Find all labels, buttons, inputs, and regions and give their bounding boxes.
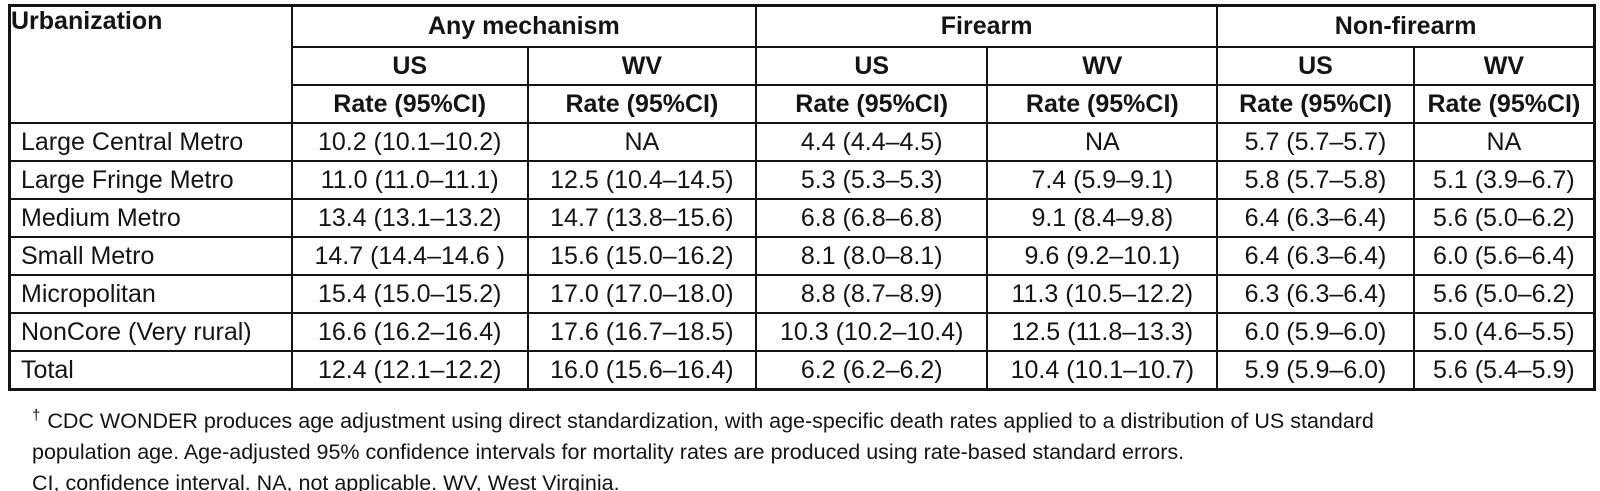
cell: 6.2 (6.2–6.2) bbox=[755, 350, 989, 391]
dagger-symbol: † bbox=[32, 407, 41, 424]
region-header-row: US WV US WV US WV bbox=[10, 46, 1596, 86]
cell: 11.0 (11.0–11.1) bbox=[290, 160, 529, 200]
column-header-firearm-wv: WV bbox=[986, 46, 1219, 86]
cell: 6.0 (5.9–6.0) bbox=[1216, 312, 1415, 352]
cell: 5.9 (5.9–6.0) bbox=[1216, 350, 1415, 391]
rate-header: Rate (95%CI) bbox=[755, 84, 989, 124]
row-label: Total bbox=[8, 350, 293, 391]
row-label: Large Central Metro bbox=[8, 122, 293, 162]
cell: 9.6 (9.2–10.1) bbox=[986, 236, 1219, 276]
cell: 8.8 (8.7–8.9) bbox=[755, 274, 989, 314]
column-header-firearm-us: US bbox=[755, 46, 989, 86]
row-label: Large Fringe Metro bbox=[8, 160, 293, 200]
column-header-any-wv: WV bbox=[526, 46, 758, 86]
cell: 6.3 (6.3–6.4) bbox=[1216, 274, 1415, 314]
footnote-line-2: population age. Age-adjusted 95% confide… bbox=[32, 440, 1185, 465]
group-header-any-mechanism: Any mechanism bbox=[290, 4, 758, 48]
cell: 11.3 (10.5–12.2) bbox=[986, 274, 1219, 314]
cell: 15.4 (15.0–15.2) bbox=[290, 274, 529, 314]
cell: 5.0 (4.6–5.5) bbox=[1412, 312, 1596, 352]
cell: 10.4 (10.1–10.7) bbox=[986, 350, 1219, 391]
cell: 17.0 (17.0–18.0) bbox=[526, 274, 758, 314]
cell: 9.1 (8.4–9.8) bbox=[986, 198, 1219, 238]
cell: 5.1 (3.9–6.7) bbox=[1412, 160, 1596, 200]
cell: 17.6 (16.7–18.5) bbox=[526, 312, 758, 352]
rate-header: Rate (95%CI) bbox=[1216, 84, 1415, 124]
table-row: Total 12.4 (12.1–12.2) 16.0 (15.6–16.4) … bbox=[8, 350, 1596, 391]
cell: NA bbox=[526, 122, 758, 162]
table-row: Small Metro 14.7 (14.4–14.6 ) 15.6 (15.0… bbox=[8, 236, 1596, 276]
footnote-line-1: † CDC WONDER produces age adjustment usin… bbox=[32, 400, 1596, 437]
cell: 10.3 (10.2–10.4) bbox=[755, 312, 989, 352]
rate-header: Rate (95%CI) bbox=[1412, 84, 1596, 124]
table-row: Micropolitan 15.4 (15.0–15.2) 17.0 (17.0… bbox=[8, 274, 1596, 314]
cell: 6.8 (6.8–6.8) bbox=[755, 198, 989, 238]
footnote-line-3: CI, confidence interval. NA, not applica… bbox=[32, 471, 620, 491]
rate-header-row: Rate (95%CI) Rate (95%CI) Rate (95%CI) R… bbox=[10, 84, 1596, 124]
footnote-text-1: CDC WONDER produces age adjustment using… bbox=[47, 409, 1374, 434]
rate-header: Rate (95%CI) bbox=[290, 84, 529, 124]
row-label: Small Metro bbox=[8, 236, 293, 276]
cell: 16.6 (16.2–16.4) bbox=[290, 312, 529, 352]
cell: 12.5 (11.8–13.3) bbox=[986, 312, 1219, 352]
cell: 6.0 (5.6–6.4) bbox=[1412, 236, 1596, 276]
group-header-firearm: Firearm bbox=[755, 4, 1219, 48]
cell: 5.3 (5.3–5.3) bbox=[755, 160, 989, 200]
group-header-non-firearm: Non-firearm bbox=[1216, 4, 1596, 48]
cell: 14.7 (14.4–14.6 ) bbox=[290, 236, 529, 276]
table-row: Medium Metro 13.4 (13.1–13.2) 14.7 (13.8… bbox=[8, 198, 1596, 238]
cell: 7.4 (5.9–9.1) bbox=[986, 160, 1219, 200]
group-header-row: Urbanization Any mechanism Firearm Non-f… bbox=[8, 4, 1596, 124]
column-header-nonfirearm-wv: WV bbox=[1412, 46, 1596, 86]
cell: 13.4 (13.1–13.2) bbox=[290, 198, 529, 238]
row-label: Medium Metro bbox=[8, 198, 293, 238]
cell: 12.4 (12.1–12.2) bbox=[290, 350, 529, 391]
mortality-rates-table: Urbanization Any mechanism Firearm Non-f… bbox=[8, 4, 1596, 391]
cell: 6.4 (6.3–6.4) bbox=[1216, 198, 1415, 238]
column-header-nonfirearm-us: US bbox=[1216, 46, 1415, 86]
cell: 5.6 (5.4–5.9) bbox=[1412, 350, 1596, 391]
cell: 5.6 (5.0–6.2) bbox=[1412, 198, 1596, 238]
row-label: Micropolitan bbox=[8, 274, 293, 314]
cell: 14.7 (13.8–15.6) bbox=[526, 198, 758, 238]
cell: NA bbox=[986, 122, 1219, 162]
cell: NA bbox=[1412, 122, 1596, 162]
cell: 4.4 (4.4–4.5) bbox=[755, 122, 989, 162]
cell: 15.6 (15.0–16.2) bbox=[526, 236, 758, 276]
cell: 6.4 (6.3–6.4) bbox=[1216, 236, 1415, 276]
row-label: NonCore (Very rural) bbox=[8, 312, 293, 352]
table-body: Large Central Metro 10.2 (10.1–10.2) NA … bbox=[8, 122, 1596, 391]
cell: 5.7 (5.7–5.7) bbox=[1216, 122, 1415, 162]
column-header-urbanization: Urbanization bbox=[8, 4, 293, 124]
rate-header: Rate (95%CI) bbox=[526, 84, 758, 124]
table-row: Large Fringe Metro 11.0 (11.0–11.1) 12.5… bbox=[8, 160, 1596, 200]
cell: 8.1 (8.0–8.1) bbox=[755, 236, 989, 276]
cell: 5.8 (5.7–5.8) bbox=[1216, 160, 1415, 200]
cell: 12.5 (10.4–14.5) bbox=[526, 160, 758, 200]
table-header: Urbanization Any mechanism Firearm Non-f… bbox=[8, 4, 1596, 124]
table-footnotes: † CDC WONDER produces age adjustment usin… bbox=[32, 400, 1596, 491]
table-row: Large Central Metro 10.2 (10.1–10.2) NA … bbox=[8, 122, 1596, 162]
rate-header: Rate (95%CI) bbox=[986, 84, 1219, 124]
table-row: NonCore (Very rural) 16.6 (16.2–16.4) 17… bbox=[8, 312, 1596, 352]
cell: 10.2 (10.1–10.2) bbox=[290, 122, 529, 162]
cell: 16.0 (15.6–16.4) bbox=[526, 350, 758, 391]
cell: 5.6 (5.0–6.2) bbox=[1412, 274, 1596, 314]
column-header-any-us: US bbox=[290, 46, 529, 86]
